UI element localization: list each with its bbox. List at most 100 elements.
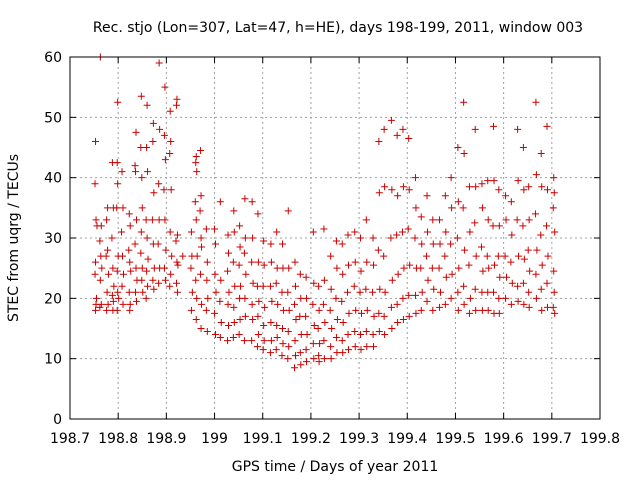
data-point — [369, 331, 377, 339]
data-point — [118, 168, 126, 176]
data-point — [494, 252, 502, 260]
data-point — [241, 294, 249, 302]
data-point — [274, 300, 282, 308]
data-point — [399, 315, 407, 323]
data-point — [460, 150, 468, 158]
grid-lines — [70, 57, 600, 419]
data-point — [241, 312, 249, 320]
x-tick-label: 199.6 — [484, 431, 524, 447]
data-point — [502, 216, 510, 224]
plot-frame — [69, 56, 601, 420]
data-point — [187, 306, 195, 314]
data-point — [417, 264, 425, 272]
data-point — [217, 276, 225, 284]
data-point — [249, 279, 257, 287]
data-point — [388, 276, 396, 284]
y-tick-label: 0 — [53, 412, 62, 428]
data-point — [490, 177, 498, 185]
data-point — [105, 270, 113, 278]
data-point — [103, 216, 111, 224]
y-tick-label: 20 — [44, 291, 62, 307]
data-point — [460, 282, 468, 290]
data-point — [172, 101, 180, 109]
data-point — [315, 358, 323, 366]
data-point — [132, 168, 140, 176]
data-point — [142, 216, 150, 224]
data-point — [454, 306, 462, 314]
data-point — [363, 343, 371, 351]
data-point — [261, 303, 269, 311]
data-point — [167, 270, 175, 278]
data-point — [453, 234, 461, 242]
data-point — [192, 315, 200, 323]
data-point — [284, 288, 292, 296]
data-point — [502, 192, 510, 200]
x-tick-label: 198.9 — [146, 431, 186, 447]
data-point — [132, 264, 140, 272]
data-point — [192, 216, 200, 224]
data-point — [260, 321, 268, 329]
data-point — [520, 300, 528, 308]
data-point — [131, 162, 139, 170]
data-point — [508, 231, 516, 239]
data-point — [369, 288, 377, 296]
data-markers — [91, 53, 559, 372]
data-point — [455, 264, 463, 272]
data-point — [204, 294, 212, 302]
data-point — [143, 144, 151, 151]
data-point — [92, 216, 100, 224]
data-point — [507, 198, 515, 206]
data-point — [328, 325, 336, 332]
data-point — [235, 331, 243, 339]
data-point — [357, 267, 365, 275]
data-point — [126, 222, 134, 230]
data-point — [260, 337, 268, 345]
data-point — [332, 237, 340, 245]
data-point — [149, 137, 157, 145]
data-point — [284, 328, 292, 336]
data-point — [137, 92, 145, 100]
data-point — [315, 306, 323, 314]
data-point — [351, 328, 359, 336]
data-point — [550, 174, 558, 182]
data-point — [503, 273, 511, 281]
data-point — [423, 192, 431, 200]
data-point — [254, 258, 262, 266]
data-point — [538, 306, 546, 314]
data-point — [137, 249, 145, 257]
data-point — [338, 297, 346, 305]
data-point — [351, 228, 359, 236]
data-point — [272, 279, 280, 287]
data-point — [150, 189, 158, 197]
data-point — [137, 228, 145, 236]
data-point — [96, 276, 104, 284]
data-point — [119, 300, 127, 308]
data-point — [465, 261, 473, 269]
data-point — [161, 216, 169, 224]
data-point — [139, 288, 147, 296]
data-point — [303, 331, 311, 339]
data-point — [196, 207, 204, 215]
data-point — [212, 240, 220, 248]
data-point — [114, 98, 122, 106]
data-point — [314, 325, 322, 332]
data-point — [327, 285, 335, 293]
data-point — [436, 240, 444, 248]
data-point — [160, 264, 168, 272]
data-point — [309, 340, 317, 348]
data-point — [381, 288, 389, 296]
data-point — [381, 183, 389, 191]
data-point — [266, 282, 274, 290]
data-point — [315, 282, 323, 290]
chart-title: Rec. stjo (Lon=307, Lat=47, h=HE), days … — [93, 20, 583, 36]
data-point — [230, 318, 238, 326]
data-point — [332, 294, 340, 302]
x-tick-label: 199.3 — [339, 431, 379, 447]
data-point — [496, 273, 504, 281]
data-point — [148, 216, 156, 224]
data-point — [543, 122, 551, 130]
data-point — [249, 315, 257, 323]
data-point — [224, 231, 232, 239]
data-point — [376, 285, 384, 293]
data-point — [216, 297, 224, 305]
